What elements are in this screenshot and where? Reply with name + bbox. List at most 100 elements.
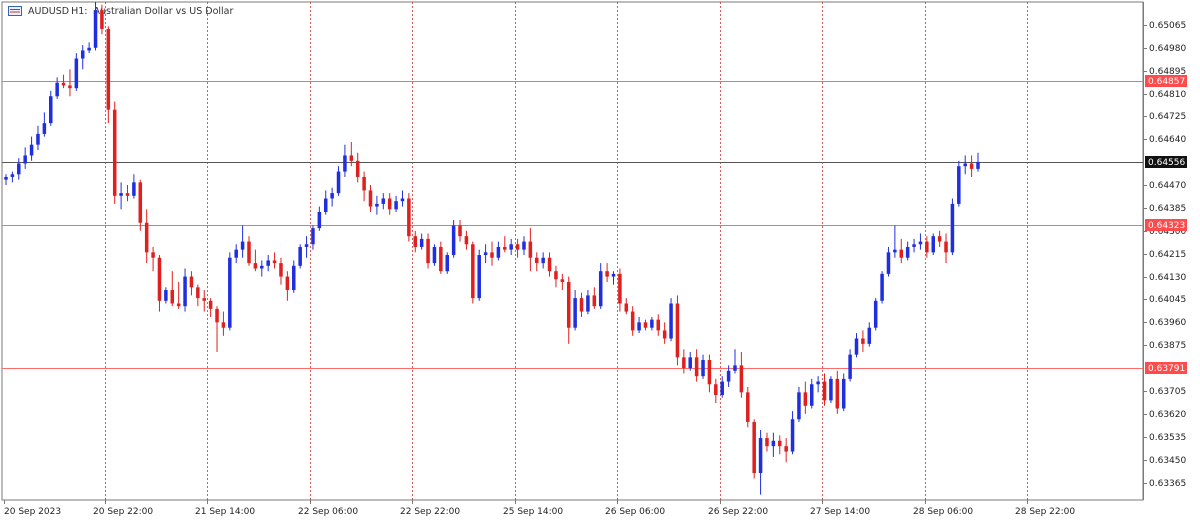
candle-body <box>707 360 712 385</box>
candle <box>547 252 552 277</box>
price-tick-label: 0.63450 <box>1149 456 1186 466</box>
candle <box>598 263 603 309</box>
candle-body <box>272 260 277 264</box>
price-tick-label: 0.63875 <box>1149 341 1186 351</box>
candle <box>797 386 801 422</box>
candle <box>464 230 469 250</box>
candle-body <box>215 308 219 323</box>
candle <box>560 273 565 291</box>
candle-body <box>183 276 187 307</box>
candle <box>458 220 462 242</box>
candle-body <box>554 271 558 280</box>
candle <box>164 287 168 304</box>
candle <box>790 411 795 455</box>
candle-body <box>605 271 609 277</box>
candle <box>202 290 206 312</box>
candle-body <box>330 193 334 199</box>
candle <box>963 155 967 175</box>
candle-body <box>854 338 859 355</box>
candle-body <box>886 252 891 274</box>
candle-body <box>138 182 143 223</box>
candle-body <box>566 281 571 328</box>
candle <box>42 112 47 137</box>
time-tick-label: 25 Sep 14:00 <box>503 507 563 517</box>
candle <box>483 244 488 264</box>
candle-body <box>918 241 923 245</box>
candle <box>809 378 814 409</box>
candle <box>144 209 149 264</box>
candle <box>624 298 629 315</box>
candle <box>733 349 737 374</box>
candle <box>714 378 718 404</box>
price-tick-label: 0.65065 <box>1149 21 1186 31</box>
candle <box>477 249 481 301</box>
price-tick-label: 0.64130 <box>1149 273 1186 283</box>
candle <box>931 233 935 256</box>
candle <box>132 174 136 199</box>
candle <box>925 236 929 258</box>
price-tick-label: 0.64895 <box>1149 67 1186 77</box>
candle-body <box>835 378 840 409</box>
candle <box>49 90 53 126</box>
candle-body <box>439 246 443 272</box>
candle <box>330 187 334 207</box>
candle <box>4 174 8 186</box>
candle <box>937 230 942 247</box>
candle <box>240 225 245 258</box>
candle-body <box>893 249 897 253</box>
candle-body <box>771 440 776 447</box>
candle-body <box>937 236 942 242</box>
candle-body <box>61 82 66 86</box>
candle-body <box>221 322 226 328</box>
candle-body <box>387 198 392 210</box>
candle <box>746 386 750 428</box>
candle-body <box>279 263 283 277</box>
candle-body <box>624 303 629 312</box>
candle <box>394 195 398 212</box>
candle <box>413 230 418 253</box>
candle <box>228 252 232 331</box>
candle <box>183 268 187 312</box>
candle <box>592 287 597 309</box>
candle-body <box>765 438 769 447</box>
candle <box>503 236 507 253</box>
candle-body <box>778 440 782 447</box>
candle <box>637 316 641 334</box>
candle-body <box>848 354 852 379</box>
price-tick-label: 0.64980 <box>1149 44 1186 54</box>
price-axis: 0.65065 0.64980 0.64895 0.64810 0.64725 0.646… <box>1143 2 1187 500</box>
candle-body <box>362 176 366 191</box>
candle-body <box>170 290 175 304</box>
candle-body <box>950 203 955 253</box>
time-tick-label: 20 Sep 2023 <box>4 507 61 517</box>
candle <box>835 370 840 414</box>
candle <box>138 179 143 231</box>
candle <box>848 349 852 382</box>
candle-body <box>675 303 680 358</box>
candle <box>918 233 923 250</box>
chart-window-icon[interactable] <box>8 6 22 16</box>
candle-body <box>336 171 341 194</box>
candle <box>285 271 290 301</box>
price-tick-label: 0.64640 <box>1149 135 1186 145</box>
candle <box>694 349 699 382</box>
candle <box>873 298 878 331</box>
candle-body <box>202 298 206 301</box>
candle <box>669 298 673 342</box>
candle <box>752 419 756 479</box>
candle <box>522 236 526 256</box>
candle-body <box>515 244 520 250</box>
candle-body <box>106 28 111 110</box>
candle-body <box>266 260 270 266</box>
candle <box>375 195 379 215</box>
time-tick-label: 26 Sep 06:00 <box>605 507 665 517</box>
candle-body <box>758 438 763 474</box>
candle-body <box>119 193 123 196</box>
candle-body <box>375 203 379 207</box>
candle <box>266 255 270 272</box>
price-level-tag-label: 0.64556 <box>1148 158 1185 168</box>
candle-body <box>349 155 354 161</box>
candle-body <box>528 241 533 258</box>
candle <box>720 376 724 398</box>
